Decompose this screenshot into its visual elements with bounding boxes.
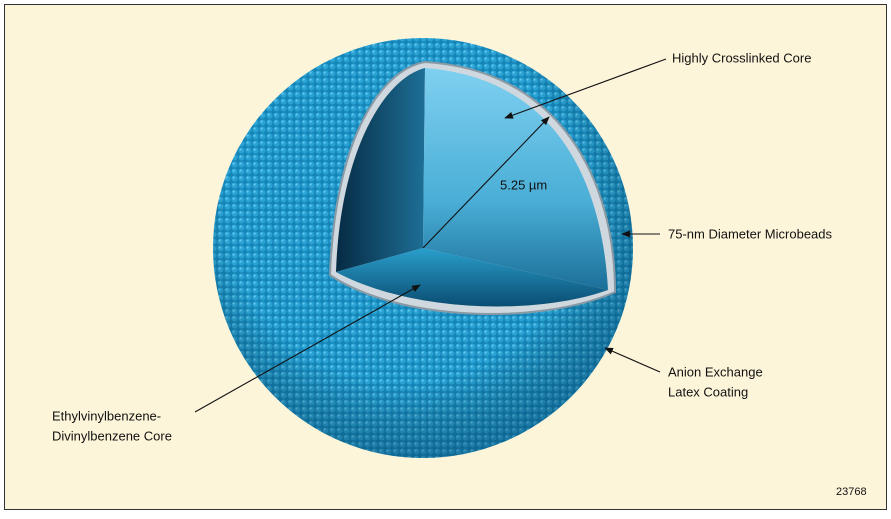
core-arrow bbox=[504, 58, 667, 119]
bottom-panel bbox=[336, 248, 608, 307]
coating-label: Anion Exchange bbox=[668, 364, 763, 379]
right-panel bbox=[423, 68, 608, 290]
microbeads-label: 75-nm Diameter Microbeads bbox=[668, 226, 833, 241]
coating-label: Latex Coating bbox=[668, 384, 748, 399]
diameter-arrow bbox=[422, 116, 550, 249]
diameter-label: 5.25 µm bbox=[500, 177, 547, 192]
figure-number: 23768 bbox=[836, 486, 867, 498]
substrate-label: Ethylvinylbenzene- bbox=[52, 408, 161, 423]
core-label: Highly Crosslinked Core bbox=[672, 50, 811, 65]
coating-arrow bbox=[604, 347, 661, 373]
substrate-label: Divinylbenzene Core bbox=[52, 428, 172, 443]
left-panel bbox=[336, 68, 425, 272]
substrate-arrow bbox=[194, 284, 421, 413]
